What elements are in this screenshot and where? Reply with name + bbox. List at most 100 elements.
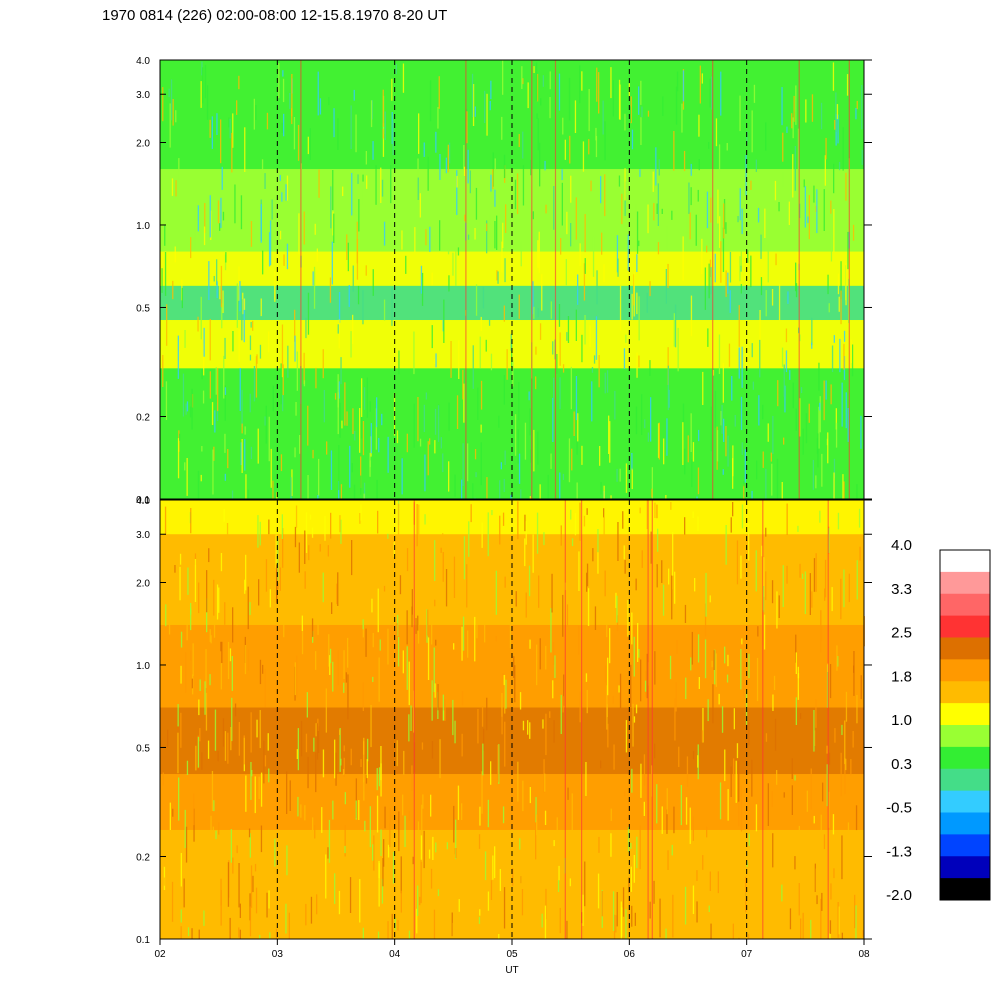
bottom-streak bbox=[389, 807, 391, 823]
top-streak bbox=[825, 137, 827, 160]
bottom-streak bbox=[802, 912, 804, 939]
bottom-streak bbox=[558, 865, 560, 881]
bottom-streak bbox=[546, 579, 548, 616]
bottom-streak bbox=[805, 535, 807, 579]
bottom-streak bbox=[772, 833, 774, 868]
top-streak bbox=[524, 422, 527, 460]
bottom-streak bbox=[309, 514, 312, 520]
top-streak bbox=[486, 477, 488, 499]
top-streak bbox=[514, 179, 517, 210]
top-streak bbox=[758, 395, 760, 426]
bottom-streak bbox=[736, 540, 739, 585]
top-streak bbox=[346, 411, 348, 426]
bottom-streak bbox=[622, 511, 624, 529]
top-streak bbox=[573, 243, 575, 249]
top-streak bbox=[486, 223, 488, 232]
bottom-streak bbox=[757, 598, 759, 625]
top-streak bbox=[429, 80, 432, 122]
top-streak bbox=[197, 205, 199, 232]
bottom-streak bbox=[563, 674, 565, 706]
top-streak bbox=[617, 258, 619, 277]
colorbar-swatch bbox=[940, 878, 990, 901]
bottom-streak bbox=[628, 895, 630, 931]
bottom-streak bbox=[315, 752, 317, 793]
bottom-streak bbox=[332, 800, 334, 820]
bottom-streak bbox=[671, 844, 673, 856]
bottom-streak bbox=[841, 724, 843, 735]
bottom-streak bbox=[692, 511, 694, 518]
top-streak bbox=[272, 480, 274, 499]
bottom-streak bbox=[296, 655, 298, 698]
top-streak bbox=[839, 338, 841, 373]
bottom-streak bbox=[544, 773, 546, 792]
bottom-streak bbox=[829, 933, 831, 939]
top-streak bbox=[553, 377, 555, 399]
bottom-streak bbox=[585, 673, 588, 682]
bottom-streak bbox=[377, 588, 379, 633]
top-streak bbox=[357, 285, 360, 305]
bottom-streak bbox=[325, 688, 327, 733]
bottom-streak bbox=[480, 608, 482, 614]
bottom-streak bbox=[861, 544, 863, 550]
top-streak bbox=[293, 117, 296, 150]
top-streak bbox=[241, 299, 243, 341]
top-streak bbox=[604, 174, 606, 217]
top-streak bbox=[760, 277, 763, 296]
top-streak bbox=[200, 296, 202, 340]
bottom-streak bbox=[226, 523, 229, 545]
top-streak bbox=[770, 452, 772, 462]
bottom-streak bbox=[824, 559, 827, 598]
top-streak bbox=[427, 156, 429, 191]
top-streak bbox=[684, 448, 686, 475]
top-streak bbox=[164, 225, 166, 246]
top-streak bbox=[805, 99, 807, 123]
bottom-streak bbox=[672, 532, 674, 576]
top-streak bbox=[201, 369, 203, 380]
top-streak bbox=[706, 191, 709, 229]
top-streak bbox=[203, 343, 205, 376]
bottom-streak bbox=[795, 652, 797, 674]
top-streak bbox=[472, 345, 474, 389]
bottom-streak bbox=[461, 626, 463, 661]
bottom-streak bbox=[685, 797, 688, 825]
top-streak bbox=[484, 90, 486, 124]
top-streak bbox=[835, 92, 837, 132]
top-streak bbox=[244, 426, 246, 435]
bottom-streak bbox=[193, 808, 195, 842]
top-y-tick-label: 3.0 bbox=[136, 90, 150, 101]
top-streak bbox=[722, 469, 724, 475]
bottom-streak bbox=[578, 551, 580, 591]
top-streak bbox=[383, 221, 386, 246]
bottom-streak bbox=[178, 777, 180, 821]
top-texture bbox=[161, 60, 863, 499]
top-streak bbox=[259, 344, 262, 359]
bottom-streak bbox=[502, 512, 505, 526]
bottom-streak bbox=[397, 880, 399, 886]
top-streak bbox=[262, 250, 264, 275]
bottom-streak bbox=[646, 500, 648, 530]
bottom-streak bbox=[674, 698, 676, 741]
bottom-streak bbox=[461, 567, 463, 610]
top-streak bbox=[319, 98, 322, 115]
bottom-streak bbox=[666, 788, 668, 815]
top-streak bbox=[281, 324, 284, 369]
bottom-streak bbox=[160, 917, 163, 937]
bottom-streak bbox=[844, 849, 846, 875]
bottom-streak bbox=[654, 743, 656, 759]
top-streak bbox=[638, 240, 640, 247]
top-streak bbox=[588, 139, 590, 155]
bottom-streak bbox=[412, 856, 414, 865]
top-streak bbox=[708, 263, 710, 299]
bottom-streak bbox=[519, 838, 521, 850]
bottom-streak bbox=[668, 888, 671, 907]
bottom-streak bbox=[221, 641, 223, 663]
bottom-streak bbox=[834, 869, 836, 905]
bottom-streak bbox=[328, 819, 331, 863]
top-streak bbox=[318, 169, 320, 198]
top-streak bbox=[380, 167, 382, 203]
top-streak bbox=[238, 266, 240, 301]
top-spike-line bbox=[300, 60, 302, 499]
bottom-spike-line bbox=[647, 500, 649, 939]
top-streak bbox=[405, 255, 407, 274]
top-streak bbox=[401, 230, 403, 250]
